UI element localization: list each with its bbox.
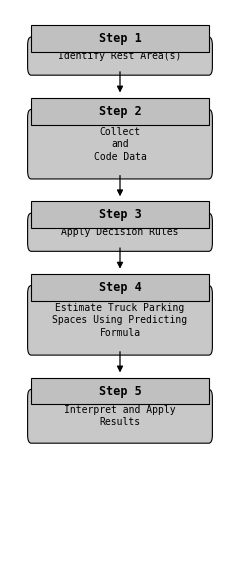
Text: Estimate Truck Parking
Spaces Using Predicting
Formula: Estimate Truck Parking Spaces Using Pred… xyxy=(52,303,188,338)
Text: Step 1: Step 1 xyxy=(99,32,141,45)
FancyBboxPatch shape xyxy=(31,378,209,404)
FancyBboxPatch shape xyxy=(28,286,212,355)
Text: Collect
and
Code Data: Collect and Code Data xyxy=(94,127,146,162)
FancyBboxPatch shape xyxy=(31,274,209,301)
FancyBboxPatch shape xyxy=(31,98,209,125)
FancyBboxPatch shape xyxy=(31,25,209,52)
FancyBboxPatch shape xyxy=(31,201,209,228)
Text: Step 3: Step 3 xyxy=(99,208,141,222)
Text: Step 2: Step 2 xyxy=(99,104,141,118)
Text: Step 4: Step 4 xyxy=(99,280,141,294)
FancyBboxPatch shape xyxy=(28,389,212,443)
FancyBboxPatch shape xyxy=(28,109,212,179)
FancyBboxPatch shape xyxy=(28,37,212,75)
Text: Identify Rest Area(s): Identify Rest Area(s) xyxy=(58,51,182,61)
Text: Interpret and Apply
Results: Interpret and Apply Results xyxy=(64,405,176,427)
Text: Step 5: Step 5 xyxy=(99,384,141,398)
Text: Apply Decision Rules: Apply Decision Rules xyxy=(61,227,179,237)
FancyBboxPatch shape xyxy=(28,213,212,251)
